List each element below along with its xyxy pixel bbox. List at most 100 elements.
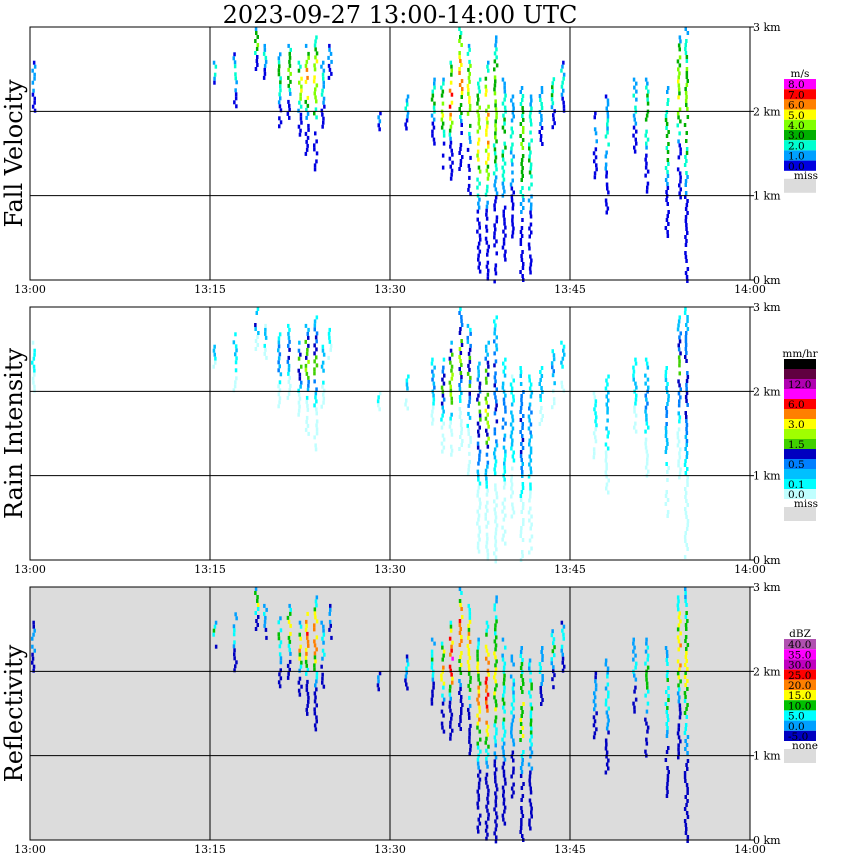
echo-cell [442,141,446,146]
echo-cell [560,380,563,385]
echo-cell [503,709,506,714]
echo-cell [520,714,523,718]
x-tick-label: 13:00 [14,283,46,296]
echo-cell [683,691,687,695]
echo-cell [304,647,308,652]
echo-cell [477,817,480,822]
echo-cell [289,91,292,96]
echo-cell [307,55,310,60]
echo-cell [214,620,218,625]
echo-cell [529,494,532,499]
echo-cell [677,675,681,680]
echo-cell [322,368,325,373]
echo-cell [322,352,326,357]
echo-cell [512,450,515,455]
legend-label: 5.0 [788,110,805,122]
echo-cell [685,331,688,335]
echo-cell [320,620,323,625]
echo-cell [458,619,462,623]
echo-cell [529,486,532,491]
echo-cell [255,47,259,51]
echo-cell [494,155,498,160]
echo-cell [550,93,554,98]
echo-cell [522,262,525,266]
echo-cell [503,477,506,482]
echo-cell [494,119,497,124]
echo-cell [540,650,543,654]
echo-cell [476,397,479,402]
echo-cell [593,115,596,120]
echo-cell [685,131,688,135]
echo-cell [431,89,434,94]
echo-cell [479,417,482,422]
echo-cell [306,423,310,428]
echo-cell [448,700,452,705]
echo-cell [530,734,533,739]
echo-cell [520,770,524,774]
echo-cell [449,708,452,713]
echo-cell [607,690,610,695]
echo-cell [509,150,513,155]
echo-cell [594,111,597,116]
echo-cell [377,403,380,408]
echo-cell [459,147,462,151]
echo-cell [484,356,487,361]
echo-cell [685,783,689,787]
echo-cell [298,668,301,673]
echo-cell [594,411,597,416]
echo-cell [511,178,514,183]
echo-cell [676,595,680,600]
echo-cell [431,377,434,382]
echo-cell [450,716,453,721]
echo-cell [254,327,257,331]
echo-cell [521,94,525,98]
echo-cell [607,718,610,723]
echo-cell [449,684,452,689]
echo-cell [529,254,532,259]
echo-cell [529,446,533,451]
echo-cell [666,726,669,730]
x-tick-label: 13:15 [194,843,226,856]
echo-cell [538,382,541,386]
echo-cell [305,687,309,692]
echo-cell [297,412,300,417]
echo-cell [254,339,258,343]
echo-cell [278,364,281,369]
echo-cell [485,88,488,93]
echo-cell [606,722,610,727]
echo-cell [521,678,525,682]
echo-cell [31,360,34,365]
echo-cell [468,79,471,84]
echo-cell [501,101,505,106]
echo-cell [685,67,689,71]
echo-cell [493,551,496,556]
echo-cell [485,524,488,529]
echo-cell [449,136,452,141]
echo-cell [512,378,515,383]
echo-cell [278,380,282,385]
echo-cell [685,707,688,711]
legend-swatch [784,369,816,379]
echo-cell [645,721,648,726]
echo-cell [468,459,471,464]
echo-cell [330,71,333,76]
echo-cell [477,685,480,690]
echo-cell [644,693,647,698]
echo-cell [278,672,281,677]
echo-cell [593,691,596,696]
echo-cell [477,513,481,518]
legend-label: 4.0 [788,120,805,132]
echo-cell [684,671,687,675]
echo-cell [468,59,471,64]
echo-cell [433,365,436,370]
echo-cell [377,123,380,128]
echo-cell [278,396,282,401]
echo-cell [279,120,283,125]
echo-cell [264,331,267,336]
echo-cell [684,471,688,475]
echo-cell [503,777,507,782]
echo-cell [527,198,531,203]
echo-cell [485,540,489,545]
echo-cell [510,446,513,451]
legend-label: 0.0 [788,161,805,173]
